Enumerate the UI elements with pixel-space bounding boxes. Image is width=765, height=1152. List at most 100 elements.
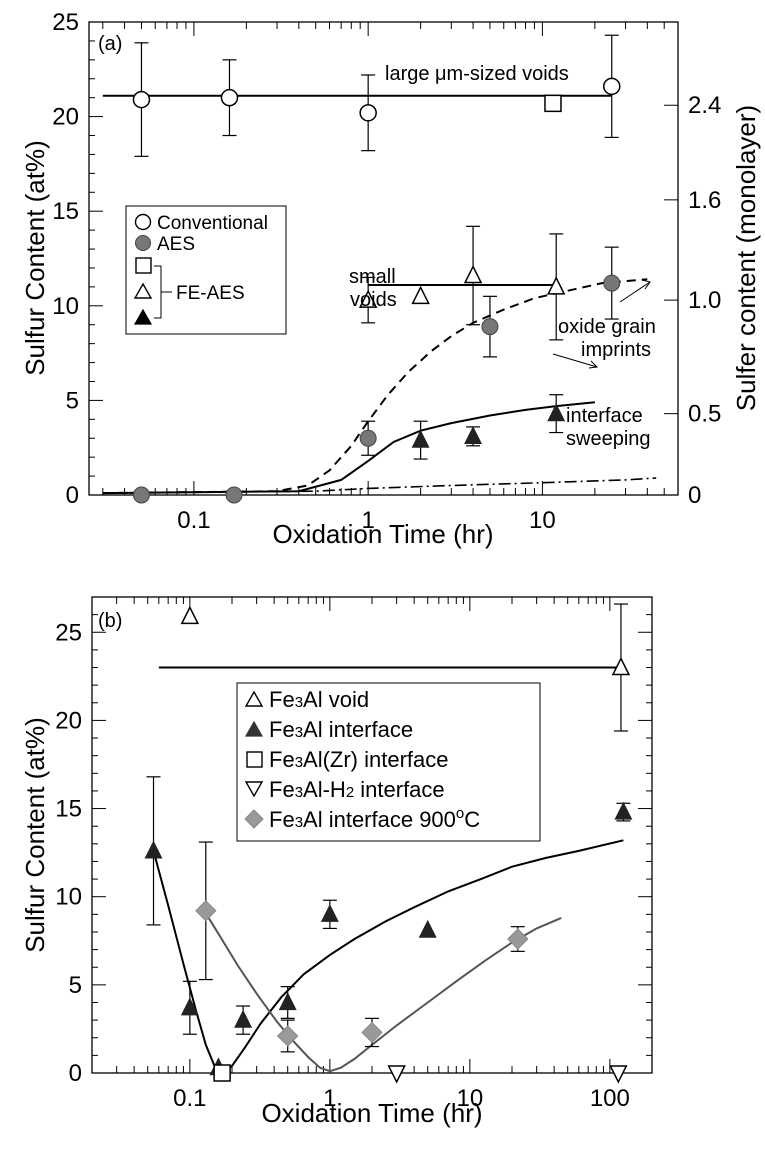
- legend-bracket: [154, 265, 172, 319]
- fit-line: [102, 278, 648, 495]
- legend-entry-900c: Fe3Al interface 900oC: [269, 805, 480, 832]
- panel-b-y-axis-label: Sulfur Content (at%): [20, 717, 50, 953]
- open-triangle-point: [180, 605, 200, 625]
- panel-a-y-axis-label: Sulfur Content (at%): [20, 140, 50, 376]
- panel-b-legend: Fe3Al void Fe3Al interface Fe3Al(Zr) int…: [236, 682, 541, 842]
- open-circle-point: [220, 88, 239, 107]
- filled-triangle-point: [278, 992, 297, 1011]
- y2-tick-label: 0: [688, 482, 701, 509]
- panel-a-y2-axis-label: Sulfer content (monolayer): [731, 105, 761, 411]
- annotation-voids: voids: [350, 289, 397, 311]
- open-triangle-point: [411, 285, 430, 305]
- filled-triangle-point: [320, 903, 339, 922]
- panel-b-markers: [144, 605, 633, 1084]
- legend-frame: [125, 205, 287, 335]
- panel-a-ticks: 0.1 1 10 0 5 10 15 20 25 0 0.5 1.0 1.6 2.4: [52, 9, 721, 534]
- y2-tick-label: 2.4: [688, 92, 721, 119]
- y-tick-label: 10: [52, 293, 79, 320]
- legend-filled-triangle-icon: [244, 720, 264, 737]
- fit-line: [152, 839, 624, 1073]
- panel-b-fit-lines: [152, 666, 624, 1073]
- grey-circle-point: [225, 486, 243, 504]
- y-tick-label: 20: [52, 104, 79, 131]
- annotation-arrowhead: [641, 279, 651, 290]
- filled-triangle-point: [464, 426, 483, 444]
- x-tick-label: 0.1: [177, 507, 210, 534]
- grey-diamond-point: [507, 928, 529, 950]
- panel-a-legend: Conventional AES FE-AES: [125, 205, 287, 335]
- legend-grey-diamond-icon: [244, 809, 264, 829]
- grey-diamond-point: [277, 1025, 299, 1047]
- panel-a: (a) 0.1 1 10 0 5 10 15 20 25 0 0.5 1.0 1.6 2.4 large …: [20, 9, 761, 549]
- y-tick-label: 25: [55, 619, 82, 646]
- annotation-sweeping: sweeping: [566, 428, 651, 450]
- panel-b: (b) 0.1 1 10 100 0 5 10 15 20 25 Fe3Al void Fe3Al…: [20, 596, 653, 1128]
- filled-triangle-point: [547, 403, 566, 422]
- y2-tick-label: 1.6: [688, 187, 721, 214]
- legend-entry-h2-interface: Fe3Al-H2 interface: [269, 777, 445, 802]
- grey-diamond-point: [195, 900, 217, 922]
- x-tick-label: 1: [323, 1085, 336, 1112]
- annotation-arrow: [552, 353, 598, 368]
- legend-open-triangle-icon: [244, 690, 264, 707]
- x-tick-label: 10: [457, 1085, 484, 1112]
- y2-tick-label: 1.0: [688, 287, 721, 314]
- open-down-triangle-point: [387, 1065, 406, 1084]
- annotation-small: small: [349, 266, 396, 288]
- open-circle-point: [602, 77, 621, 96]
- fit-line: [102, 477, 657, 494]
- annotation-arrow: [619, 281, 651, 303]
- panel-b-x-axis-label: Oxidation Time (hr): [261, 1098, 482, 1128]
- panel-a-x-axis-label: Oxidation Time (hr): [272, 519, 493, 549]
- y-tick-label: 5: [69, 972, 82, 999]
- open-triangle-point: [463, 264, 483, 284]
- x-tick-label: 1: [361, 507, 374, 534]
- legend-open-triangle-icon: [133, 282, 153, 299]
- y-tick-label: 25: [52, 9, 79, 36]
- y-tick-label: 5: [66, 387, 79, 414]
- x-tick-label: 100: [590, 1085, 630, 1112]
- y-tick-label: 15: [55, 796, 82, 823]
- legend-entry-conventional: Conventional: [157, 213, 268, 234]
- y-tick-label: 10: [55, 884, 82, 911]
- filled-triangle-point: [180, 997, 199, 1016]
- legend-filled-triangle-icon: [133, 308, 153, 325]
- y-tick-label: 15: [52, 198, 79, 225]
- y-tick-label: 20: [55, 707, 82, 734]
- annotation-bg: [380, 58, 600, 88]
- filled-triangle-point: [614, 801, 633, 820]
- annotation-large-voids: large μm-sized voids: [385, 63, 569, 85]
- legend-filled-circle-icon: [135, 235, 151, 251]
- legend-entry-void: Fe3Al void: [269, 687, 369, 712]
- legend-entry-zr-interface: Fe3Al(Zr) interface: [269, 747, 449, 772]
- legend-open-down-triangle-icon: [244, 781, 264, 798]
- x-tick-label: 10: [529, 507, 556, 534]
- grey-diamond-point: [361, 1021, 383, 1044]
- legend-open-square-icon: [135, 257, 152, 274]
- open-circle-point: [359, 104, 377, 122]
- y2-tick-label: 0.5: [688, 401, 721, 428]
- filled-triangle-point: [411, 429, 430, 448]
- panel-a-markers: [132, 77, 621, 504]
- legend-open-circle-icon: [134, 213, 152, 231]
- grey-circle-point: [359, 429, 377, 447]
- filled-triangle-point: [144, 840, 163, 859]
- grey-circle-point: [481, 318, 499, 336]
- open-triangle-point: [546, 276, 566, 295]
- panel-b-label: (b): [98, 610, 122, 632]
- y-tick-label: 0: [66, 482, 79, 509]
- open-square-point: [213, 1064, 231, 1082]
- open-circle-point: [132, 90, 151, 109]
- grey-circle-point: [132, 486, 150, 504]
- legend-entry-interface: Fe3Al interface: [269, 717, 413, 742]
- filled-triangle-point: [418, 919, 437, 938]
- panel-a-frame: [88, 21, 679, 496]
- filled-triangle-point: [234, 1009, 253, 1028]
- grey-circle-point: [603, 274, 621, 292]
- open-triangle-point: [611, 656, 631, 676]
- open-triangle-point: [358, 289, 378, 308]
- legend-frame: [236, 682, 541, 842]
- fit-line: [200, 904, 562, 1073]
- legend-open-square-icon: [246, 751, 263, 768]
